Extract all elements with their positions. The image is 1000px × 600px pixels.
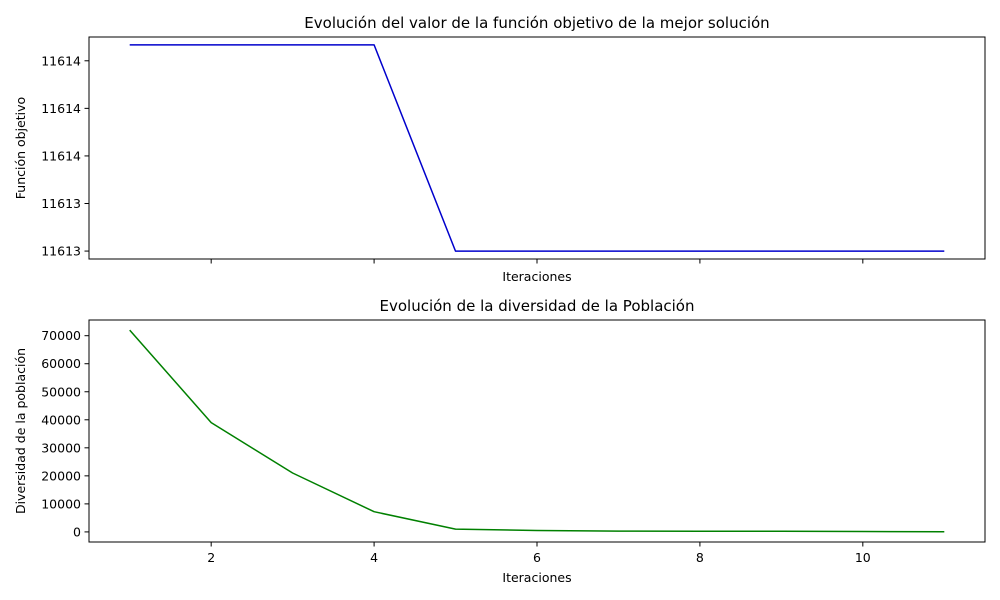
diversity-chart-xtick-label: 10: [855, 550, 871, 565]
diversity-chart-ytick-label: 20000: [41, 468, 81, 483]
objective-chart-title: Evolución del valor de la función objeti…: [304, 14, 769, 32]
diversity-chart: Evolución de la diversidad de la Poblaci…: [13, 297, 986, 585]
objective-chart: Evolución del valor de la función objeti…: [13, 14, 986, 284]
objective-chart-frame: [88, 36, 986, 260]
diversity-chart-marks: [129, 329, 945, 533]
diversity-chart-ylabel: Diversidad de la población: [13, 348, 28, 514]
diversity-chart-xtick-label: 6: [533, 550, 541, 565]
objective-chart-ytick-label: 11613: [41, 244, 81, 259]
diversity-chart-xtick-label: 8: [696, 550, 704, 565]
objective-chart-ytick-label: 11613: [41, 196, 81, 211]
diversity-chart-ytick-label: 0: [73, 524, 81, 539]
diversity-chart-ytick-label: 50000: [41, 384, 81, 399]
diversity-chart-ytick-label: 30000: [41, 440, 81, 455]
objective-chart-ticks: 11613 11613 11614 11614 11614: [41, 53, 864, 264]
diversity-chart-ytick-label: 40000: [41, 412, 81, 427]
diversity-chart-frame: [88, 319, 986, 543]
diversity-chart-ytick-label: 10000: [41, 496, 81, 511]
objective-chart-xlabel: Iteraciones: [502, 269, 571, 284]
objective-chart-ytick-label: 11614: [41, 101, 81, 116]
diversity-chart-ytick-label: 70000: [41, 328, 81, 343]
diversity-chart-series-line: [129, 329, 945, 533]
diversity-chart-ticks: 2 4 6 8 10 0 10000 20000 30000 40000 50000 60000 700…: [41, 328, 871, 565]
diversity-chart-ytick-label: 60000: [41, 356, 81, 371]
diversity-chart-xtick-label: 2: [207, 550, 215, 565]
diversity-chart-title: Evolución de la diversidad de la Poblaci…: [380, 297, 695, 315]
objective-chart-ylabel: Función objetivo: [13, 97, 28, 199]
diversity-chart-xtick-label: 4: [370, 550, 378, 565]
objective-chart-marks: [129, 44, 945, 252]
objective-chart-ytick-label: 11614: [41, 53, 81, 68]
diversity-chart-xlabel: Iteraciones: [502, 570, 571, 585]
objective-chart-ytick-label: 11614: [41, 148, 81, 163]
objective-chart-series-line: [129, 44, 945, 252]
